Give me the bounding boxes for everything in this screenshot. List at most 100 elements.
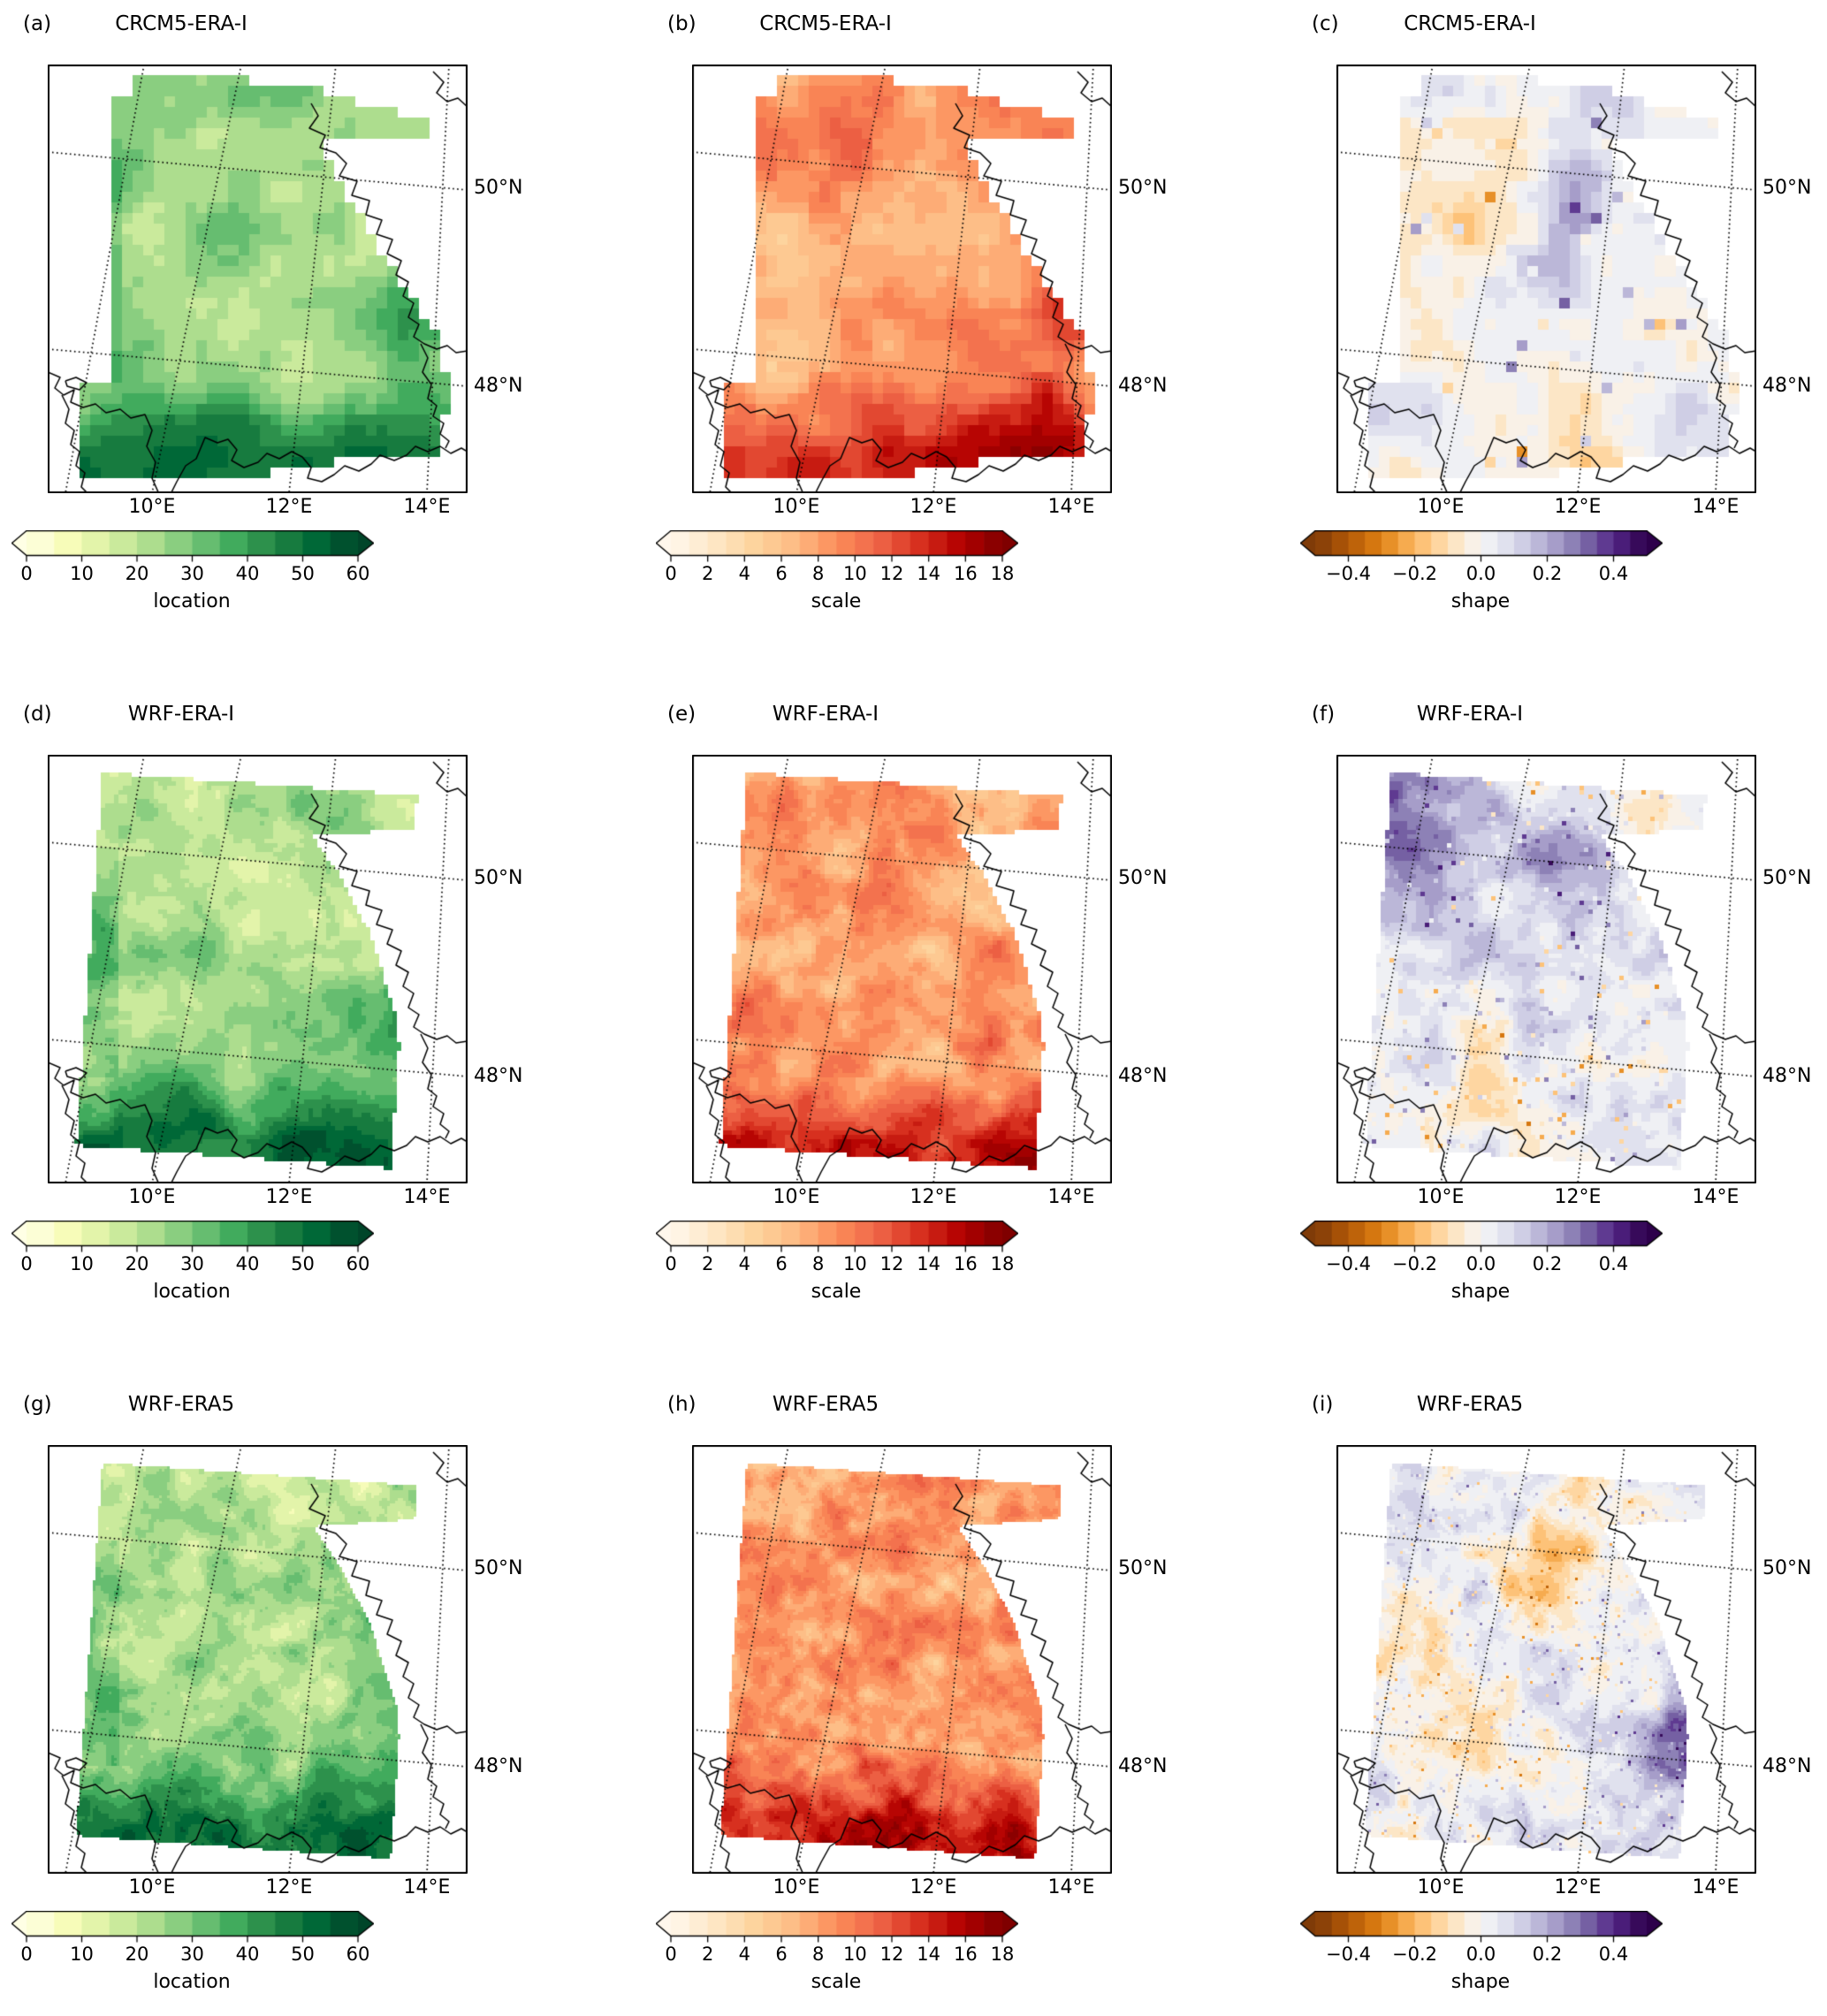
lat-label-48n: 48°N xyxy=(1762,1065,1812,1087)
colorbar-axis-label: shape xyxy=(1450,1971,1511,1993)
map-panel-b: (b) CRCM5-ERA-I scale 50°N 48°N 10°E 12°E 14… xyxy=(644,0,1253,690)
colorbar-tick-label: 10 xyxy=(70,1253,94,1274)
colorbar-tick-label: −0.2 xyxy=(1392,563,1437,584)
colorbar-tick-label: 0.0 xyxy=(1465,563,1496,584)
map-canvas xyxy=(692,755,1112,1183)
colorbar-tick-label: 60 xyxy=(346,563,370,584)
lon-label-12e: 12°E xyxy=(1554,1876,1602,1898)
lon-label-14e: 14°E xyxy=(1047,1186,1095,1208)
colorbar-axis-label: scale xyxy=(811,1281,862,1303)
lon-label-14e: 14°E xyxy=(403,496,451,518)
colorbar-tick-label: 8 xyxy=(811,1944,825,1965)
colorbar-canvas xyxy=(1300,1221,1663,1256)
lon-label-14e: 14°E xyxy=(1047,496,1095,518)
lat-label-48n: 48°N xyxy=(474,1755,523,1777)
colorbar-tick-label: 0 xyxy=(665,563,677,584)
colorbar-tick-label: 0.2 xyxy=(1532,1253,1563,1274)
colorbar-tick-label: 0 xyxy=(665,1944,677,1965)
lon-label-10e: 10°E xyxy=(128,1186,176,1208)
lon-label-14e: 14°E xyxy=(1692,1876,1739,1898)
lat-label-48n: 48°N xyxy=(1118,1065,1168,1087)
map-panel-h: (h) WRF-ERA5 scale 50°N 48°N 10°E 12°E 14°E 0… xyxy=(644,1381,1253,2016)
map-panel-d: (d) WRF-ERA-I location 50°N 48°N 10°E 12°E 1… xyxy=(0,690,609,1381)
map-panel-a: (a) CRCM5-ERA-I location 50°N 48°N 10°E 12°… xyxy=(0,0,609,690)
colorbar-canvas xyxy=(11,1221,374,1256)
colorbar-tick-label: 40 xyxy=(235,563,260,584)
lon-label-14e: 14°E xyxy=(1692,496,1739,518)
colorbar-tick-label: 50 xyxy=(291,563,315,584)
colorbar-tick-label: 4 xyxy=(738,1944,751,1965)
colorbar-tick-label: 18 xyxy=(990,563,1015,584)
lon-label-12e: 12°E xyxy=(1554,1186,1602,1208)
panel-title: CRCM5-ERA-I xyxy=(115,12,247,35)
colorbar-axis-label: location xyxy=(153,590,231,612)
colorbar-canvas xyxy=(656,530,1018,566)
colorbar-canvas xyxy=(656,1221,1018,1256)
panel-title: WRF-ERA-I xyxy=(1416,703,1524,726)
colorbar-tick-label: 4 xyxy=(738,1253,751,1274)
colorbar-tick-label: 14 xyxy=(917,1253,941,1274)
colorbar-canvas xyxy=(11,1911,374,1946)
colorbar-tick-label: 0.2 xyxy=(1532,1944,1563,1965)
map-panel-g: (g) WRF-ERA5 location 50°N 48°N 10°E 12°E 14… xyxy=(0,1381,609,2016)
lon-label-10e: 10°E xyxy=(773,1186,820,1208)
colorbar-tick-label: 0 xyxy=(665,1253,677,1274)
colorbar-tick-label: 30 xyxy=(180,563,204,584)
lat-label-48n: 48°N xyxy=(1118,375,1168,397)
colorbar-tick-label: 16 xyxy=(953,563,978,584)
colorbar-tick-label: 40 xyxy=(235,1944,260,1965)
lon-label-10e: 10°E xyxy=(128,496,176,518)
lon-label-12e: 12°E xyxy=(910,496,957,518)
colorbar-canvas xyxy=(11,530,374,566)
lon-label-14e: 14°E xyxy=(403,1876,451,1898)
lon-label-12e: 12°E xyxy=(265,1186,313,1208)
panel-letter: (d) xyxy=(23,703,52,726)
panel-title: WRF-ERA5 xyxy=(1416,1393,1524,1416)
colorbar-canvas xyxy=(656,1911,1018,1946)
colorbar-canvas xyxy=(1300,530,1663,566)
colorbar-tick-label: 50 xyxy=(291,1253,315,1274)
colorbar-tick-label: −0.2 xyxy=(1392,1253,1437,1274)
colorbar-tick-label: −0.4 xyxy=(1326,1253,1371,1274)
panel-letter: (f) xyxy=(1312,703,1336,726)
lat-label-50n: 50°N xyxy=(474,867,523,889)
lon-label-10e: 10°E xyxy=(1417,1186,1465,1208)
colorbar-tick-label: 20 xyxy=(125,1253,149,1274)
colorbar-tick-label: 0 xyxy=(20,1253,33,1274)
lon-label-12e: 12°E xyxy=(910,1876,957,1898)
colorbar-axis-label: location xyxy=(153,1281,231,1303)
lat-label-50n: 50°N xyxy=(1762,867,1812,889)
colorbar-tick-label: 10 xyxy=(842,563,867,584)
lat-label-48n: 48°N xyxy=(474,1065,523,1087)
lon-label-12e: 12°E xyxy=(265,496,313,518)
colorbar-tick-label: 0.0 xyxy=(1465,1944,1496,1965)
colorbar-tick-label: 14 xyxy=(917,1944,941,1965)
panel-letter: (i) xyxy=(1312,1393,1334,1416)
colorbar-axis-label: shape xyxy=(1450,1281,1511,1303)
lat-label-50n: 50°N xyxy=(474,1557,523,1579)
map-canvas xyxy=(48,755,468,1183)
panel-letter: (g) xyxy=(23,1393,52,1416)
lat-label-50n: 50°N xyxy=(474,177,523,199)
lon-label-12e: 12°E xyxy=(910,1186,957,1208)
lon-label-10e: 10°E xyxy=(773,1876,820,1898)
map-panel-e: (e) WRF-ERA-I scale 50°N 48°N 10°E 12°E 14°E… xyxy=(644,690,1253,1381)
map-canvas xyxy=(48,1445,468,1874)
colorbar-tick-label: 60 xyxy=(346,1253,370,1274)
colorbar-axis-label: scale xyxy=(811,1971,862,1993)
colorbar-tick-label: 20 xyxy=(125,563,149,584)
map-panel-c: (c) CRCM5-ERA-I shape 50°N 48°N 10°E 12°E 14… xyxy=(1289,0,1827,690)
colorbar-canvas xyxy=(1300,1911,1663,1946)
lon-label-14e: 14°E xyxy=(403,1186,451,1208)
colorbar-axis-label: scale xyxy=(811,590,862,612)
lon-label-10e: 10°E xyxy=(1417,496,1465,518)
colorbar-tick-label: 18 xyxy=(990,1944,1015,1965)
lat-label-48n: 48°N xyxy=(1762,1755,1812,1777)
colorbar-tick-label: 0.4 xyxy=(1598,563,1629,584)
colorbar-tick-label: 10 xyxy=(842,1944,867,1965)
map-canvas xyxy=(1336,65,1756,493)
colorbar-tick-label: 0.0 xyxy=(1465,1253,1496,1274)
lon-label-10e: 10°E xyxy=(1417,1876,1465,1898)
panel-letter: (b) xyxy=(667,12,697,35)
